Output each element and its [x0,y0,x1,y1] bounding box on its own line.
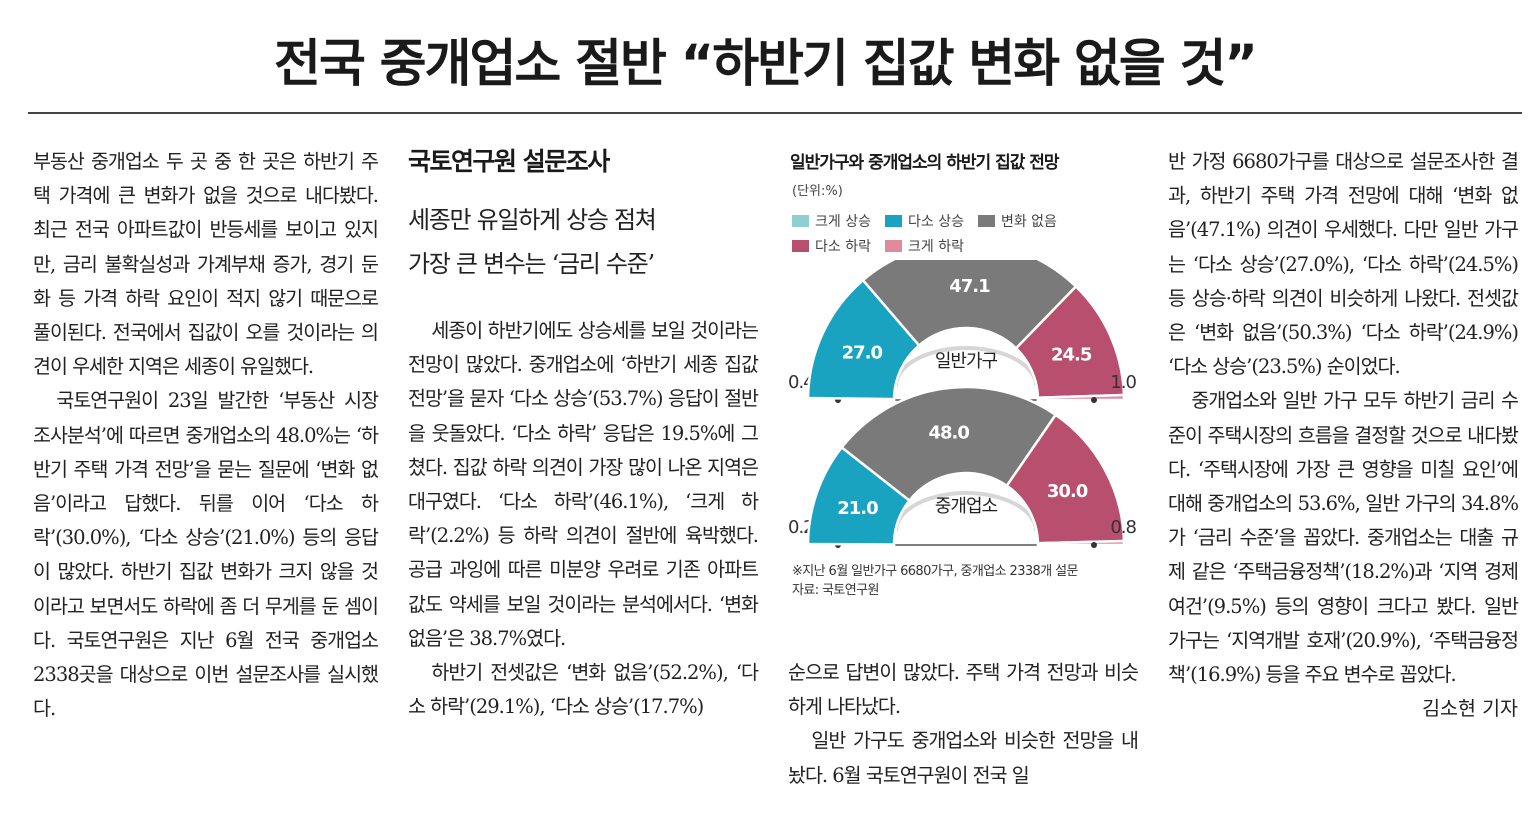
inner-arc [894,346,1038,387]
article-column-1: 부동산 중개업소 두 곳 중 한 곳은 하반기 주택 가격에 큰 변화가 없을 … [33,145,379,726]
legend-label: 크게 하락 [907,239,964,255]
article-column-2: 세종이 하반기에도 상승세를 보일 것이라는 전망이 많았다. 중개업소에 ‘하… [408,314,759,724]
paragraph: 순으로 답변이 많았다. 주택 가격 전망과 비슷하게 나타났다. [788,661,1139,719]
pie-slice [861,260,1078,351]
chart-notes: ※지난 6월 일반가구 6680가구, 중개업소 2338개 설문 자료: 국토… [792,562,1078,600]
paragraph: 부동산 중개업소 두 곳 중 한 곳은 하반기 주택 가격에 큰 변화가 없을 … [33,150,379,379]
chart-legend: 다소 하락 크게 하락 [792,236,964,256]
legend-item: 다소 하락 [792,236,871,256]
data-label: 48.0 [929,422,970,443]
semicircle-charts: 0.427.047.124.51.0일반가구0.221.048.030.00.8… [788,260,1138,548]
data-label: 21.0 [837,498,878,519]
legend-item: 크게 하락 [884,236,964,256]
chart-footnote: ※지난 6월 일반가구 6680가구, 중개업소 2338개 설문 [792,564,1078,579]
data-label: 47.1 [949,276,990,297]
legend-swatch [884,240,902,252]
data-label: 27.0 [842,342,883,363]
pie-slice [1036,539,1126,547]
legend-swatch [792,240,809,252]
subheadline-line: 세종만 유일하게 상승 점쳐 [408,206,657,234]
legend-swatch [977,215,995,227]
pie-slice [840,385,1058,503]
top-rule [28,112,1522,114]
data-label: 0.8 [1110,517,1136,538]
legend-label: 다소 상승 [907,214,964,230]
chart-unit: (단위:%) [792,184,843,199]
pie-slice [1005,413,1126,545]
chart-source: 자료: 국토연구원 [792,583,879,598]
legend-label: 다소 하락 [815,239,871,255]
byline: 김소현 기자 [1422,697,1518,721]
inner-arc [894,491,1038,532]
subheadline-main: 국토연구원 설문조사 [408,147,610,176]
legend-swatch [792,215,809,227]
article-column-4: 반 가정 6680가구를 대상으로 설문조사한 결과, 하반기 주택 가격 전망… [1168,145,1519,726]
paragraph-text: 중개업소와 일반 가구 모두 하반기 금리 수준이 주택시장의 흐름을 결정할 … [1168,389,1519,687]
subheadline-secondary: 세종만 유일하게 상승 점쳐 가장 큰 변수는 ‘금리 수준’ [408,198,768,286]
leader-dot [1091,397,1097,403]
legend-item: 변화 없음 [977,211,1057,231]
data-label: 30.0 [1047,481,1088,502]
headline: 전국 중개업소 절반 “하반기 집값 변화 없을 것” [274,35,1258,94]
paragraph: 일반 가구도 중개업소와 비슷한 전망을 내놨다. 6월 국토연구원이 전국 일 [788,729,1139,787]
article-column-3: 순으로 답변이 많았다. 주택 가격 전망과 비슷하게 나타났다. 일반 가구도… [788,656,1139,793]
legend-item: 크게 상승 [792,211,871,231]
legend-item: 다소 상승 [884,211,964,231]
paragraph: 국토연구원이 23일 발간한 ‘부동산 시장 조사분석’에 따르면 중개업소의 … [33,389,379,721]
legend-label: 변화 없음 [1000,214,1057,230]
paragraph: 하반기 전셋값은 ‘변화 없음’(52.2%), ‘다소 하락’(29.1%),… [408,661,759,719]
paragraph: 반 가정 6680가구를 대상으로 설문조사한 결과, 하반기 주택 가격 전망… [1168,150,1519,379]
legend-label: 크게 상승 [815,214,871,230]
chart-legend: 크게 상승 다소 상승 변화 없음 [792,211,1057,231]
leader-dot [1091,542,1097,548]
series-label: 일반가구 [935,351,998,372]
legend-swatch [884,215,902,227]
data-label: 24.5 [1051,345,1092,366]
series-label: 중개업소 [935,496,998,517]
paragraph: 세종이 하반기에도 상승세를 보일 것이라는 전망이 많았다. 중개업소에 ‘하… [408,319,759,650]
paragraph: 중개업소와 일반 가구 모두 하반기 금리 수준이 주택시장의 흐름을 결정할 … [1168,384,1519,720]
subheadline-line: 가장 큰 변수는 ‘금리 수준’ [408,250,655,278]
pie-slice [1036,393,1126,402]
data-label: 1.0 [1110,372,1136,393]
chart-title: 일반가구와 중개업소의 하반기 집값 전망 [790,153,1060,173]
